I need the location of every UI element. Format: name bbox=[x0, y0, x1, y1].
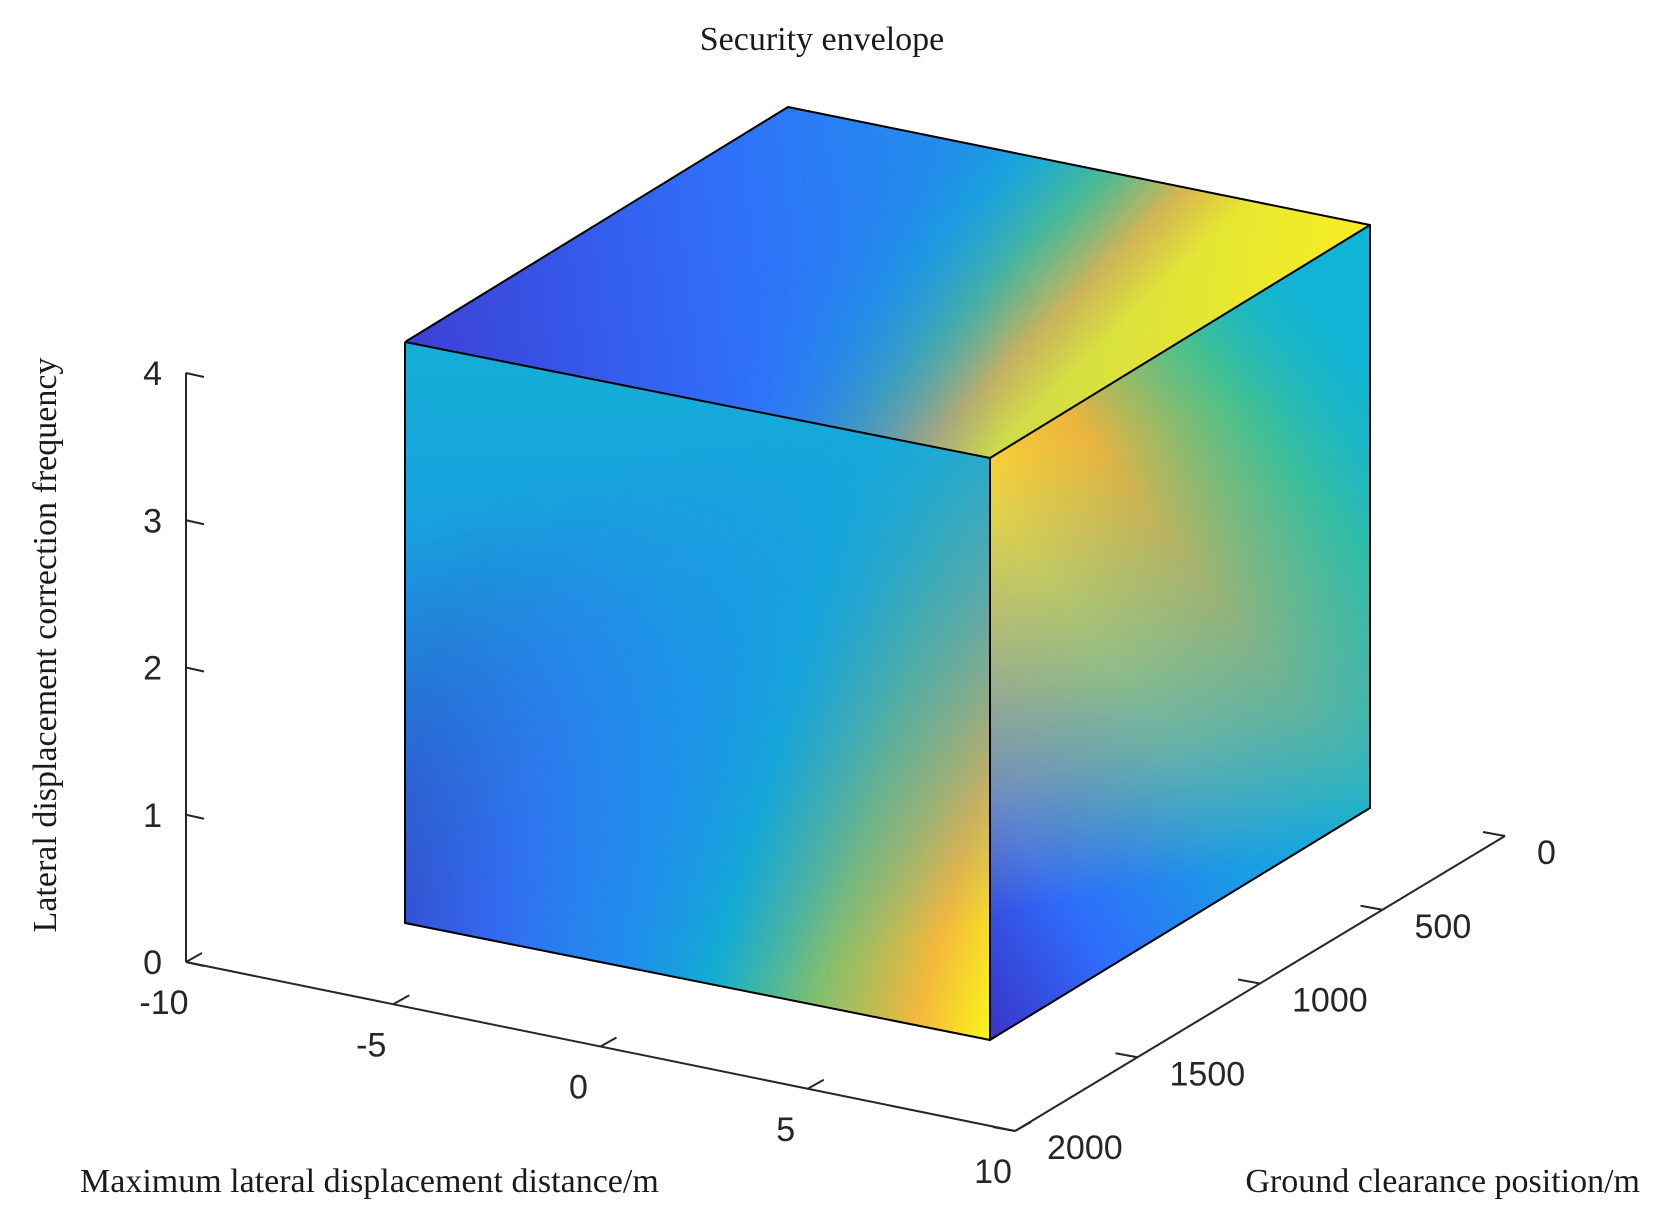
y-axis-label: Ground clearance position/m bbox=[1245, 1163, 1640, 1200]
z-tick-mark bbox=[185, 813, 205, 820]
x-tick-mark bbox=[185, 952, 203, 963]
x-tick-mark bbox=[600, 1036, 617, 1048]
cube-front-face-band bbox=[405, 342, 990, 1040]
z-tick-label: 4 bbox=[143, 355, 162, 393]
y-tick-label: 1500 bbox=[1170, 1055, 1246, 1093]
y-tick-mark bbox=[1482, 831, 1506, 837]
z-tick-label: 2 bbox=[143, 650, 162, 688]
y-tick-label: 500 bbox=[1415, 908, 1472, 946]
z-tick-mark bbox=[185, 666, 205, 673]
y-tick-label: 1000 bbox=[1292, 982, 1368, 1020]
cube-edges-top bbox=[404, 106, 1371, 459]
y-tick-mark bbox=[992, 1126, 1016, 1132]
cube-surface bbox=[404, 106, 1371, 1041]
x-tick-label: -10 bbox=[139, 984, 188, 1022]
z-axis-label: Lateral displacement correction frequenc… bbox=[27, 358, 64, 933]
z-tick-mark bbox=[185, 372, 205, 378]
axes: 0 1 2 3 4 -10 -5 0 5 10 0 500 1000 1500 2000 bbox=[139, 355, 1555, 1191]
y-tick-label: 2000 bbox=[1047, 1129, 1123, 1167]
cube-right-face-band bbox=[990, 225, 1370, 1040]
y-tick-mark bbox=[1115, 1052, 1138, 1059]
z-tick-label: 0 bbox=[143, 944, 162, 982]
x-tick-mark bbox=[807, 1078, 825, 1090]
z-tick-label: 3 bbox=[143, 502, 162, 540]
x-tick-mark bbox=[392, 994, 410, 1006]
y-tick-mark bbox=[1360, 904, 1383, 911]
z-tick-label: 1 bbox=[143, 797, 162, 835]
y-tick-mark bbox=[1237, 978, 1261, 985]
x-tick-label: 5 bbox=[776, 1111, 795, 1149]
y-tick-label: 0 bbox=[1537, 834, 1556, 872]
x-tick-label: 10 bbox=[974, 1153, 1012, 1191]
cube-edges-right bbox=[989, 225, 1371, 1041]
z-tick-mark bbox=[185, 519, 205, 526]
chart-title: Security envelope bbox=[700, 21, 945, 58]
x-axis-label: Maximum lateral displacement distance/m bbox=[80, 1163, 659, 1200]
x-tick-label: 0 bbox=[569, 1069, 588, 1107]
x-tick-label: -5 bbox=[356, 1026, 386, 1064]
